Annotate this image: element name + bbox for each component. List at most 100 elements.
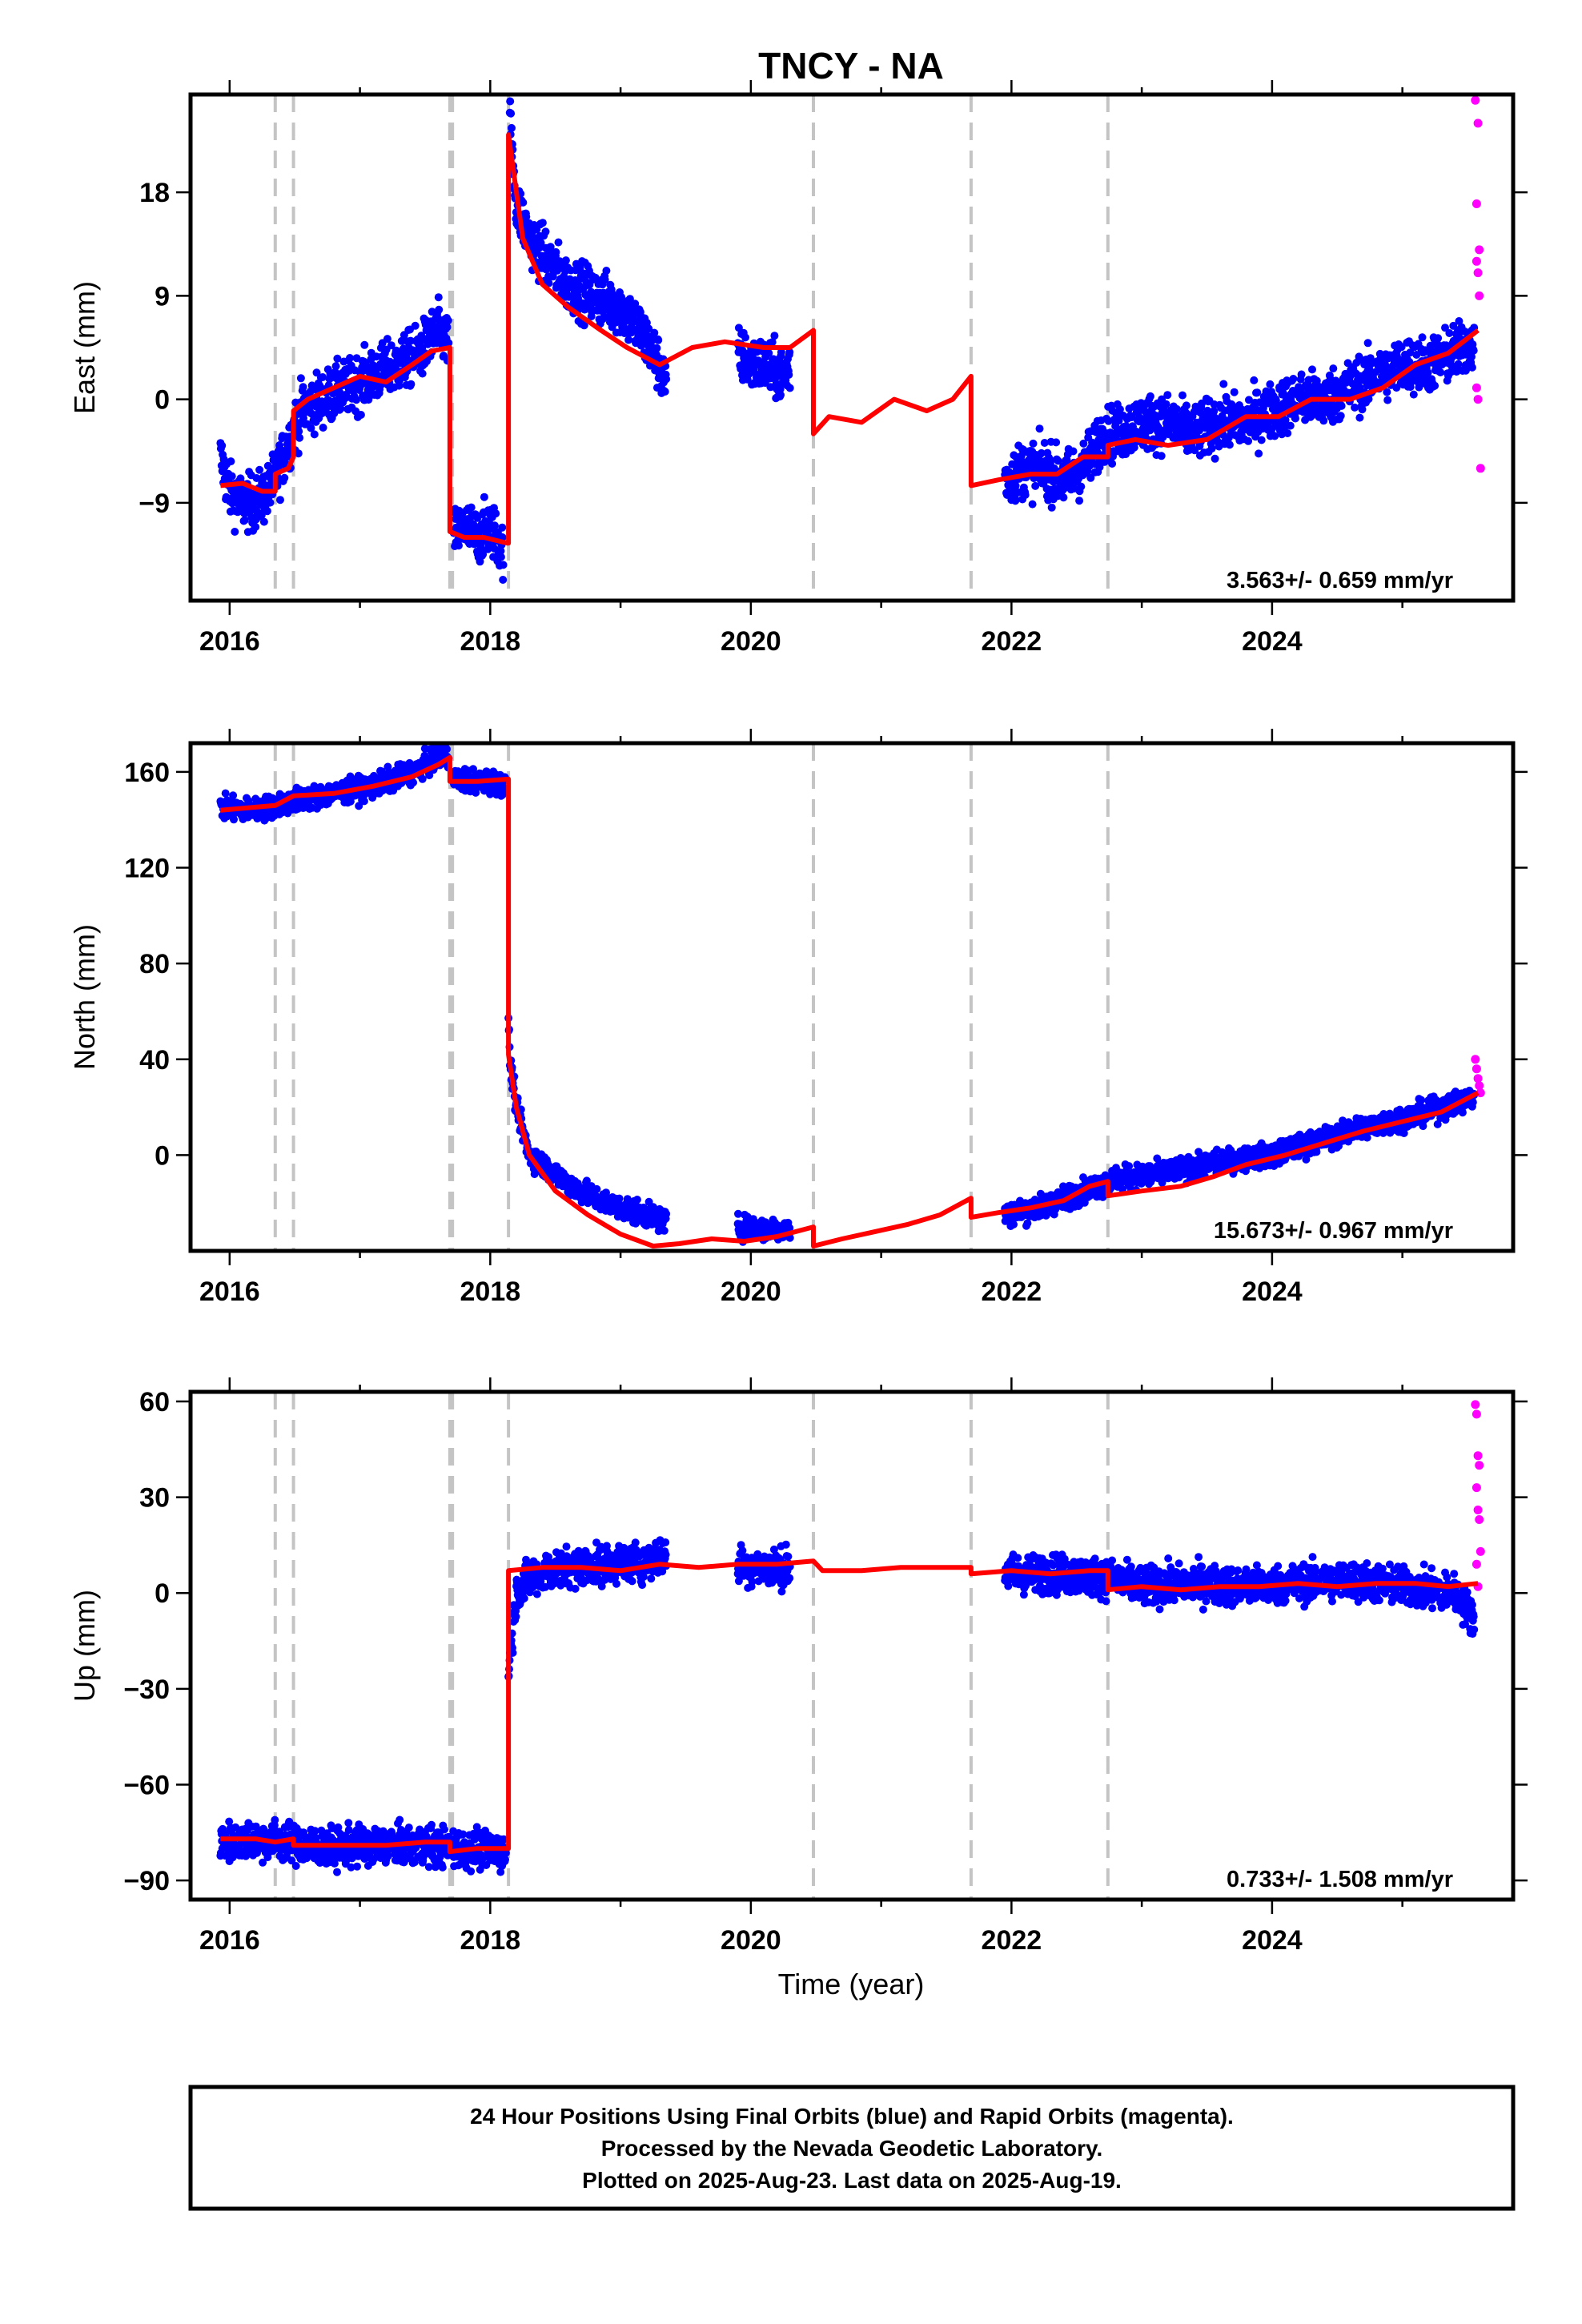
final-orbit-point bbox=[467, 503, 476, 512]
final-orbit-point bbox=[1182, 401, 1191, 410]
final-orbit-point bbox=[785, 371, 793, 379]
rapid-orbit-point bbox=[1473, 268, 1483, 278]
final-orbit-point bbox=[1011, 497, 1020, 505]
final-orbit-point bbox=[652, 344, 661, 352]
final-orbit-point bbox=[499, 576, 508, 584]
final-orbit-point bbox=[1207, 444, 1216, 453]
final-orbit-point bbox=[479, 550, 488, 559]
final-orbit-point bbox=[229, 791, 238, 800]
rapid-orbit-point bbox=[1475, 291, 1484, 300]
final-orbit-point bbox=[1312, 376, 1321, 385]
final-orbit-point bbox=[1040, 439, 1049, 447]
final-orbit-point bbox=[602, 267, 611, 275]
final-orbit-point bbox=[360, 340, 369, 349]
final-orbit-point bbox=[1069, 447, 1078, 456]
final-orbit-point bbox=[418, 774, 427, 783]
final-orbit-point bbox=[546, 243, 555, 251]
final-orbit-point bbox=[1010, 1220, 1018, 1228]
final-orbit-point bbox=[654, 336, 663, 344]
final-orbit-point bbox=[1146, 392, 1154, 400]
final-orbit-point bbox=[496, 553, 505, 561]
final-orbit-point bbox=[492, 509, 500, 518]
x-tick-label: 2016 bbox=[199, 626, 260, 657]
final-orbit-point bbox=[785, 384, 794, 392]
final-orbit-point bbox=[1011, 481, 1020, 490]
final-orbit-point bbox=[536, 239, 545, 247]
final-orbit-point bbox=[263, 507, 271, 516]
final-orbit-point bbox=[1426, 341, 1435, 350]
final-orbit-point bbox=[591, 273, 600, 282]
final-orbit-point bbox=[1210, 407, 1219, 416]
final-orbit-point bbox=[1336, 412, 1345, 420]
rapid-orbit-point bbox=[1475, 245, 1484, 255]
rapid-orbit-point bbox=[1473, 119, 1483, 128]
final-orbit-point bbox=[1028, 500, 1037, 509]
final-orbit-point bbox=[1266, 380, 1275, 388]
figure-title: TNCY - NA bbox=[758, 45, 944, 86]
final-orbit-point bbox=[1383, 388, 1391, 396]
final-orbit-point bbox=[1337, 401, 1346, 410]
final-orbit-point bbox=[1230, 388, 1239, 396]
final-orbit-point bbox=[296, 374, 305, 383]
final-orbit-point bbox=[1281, 416, 1290, 424]
final-orbit-point bbox=[1283, 429, 1292, 437]
final-orbit-point bbox=[660, 1226, 669, 1235]
east-rate-annotation: 3.563+/- 0.659 mm/yr bbox=[1227, 568, 1453, 593]
rapid-orbit-point bbox=[1471, 95, 1480, 105]
final-orbit-point bbox=[765, 348, 773, 357]
final-orbit-point bbox=[443, 745, 451, 754]
final-orbit-point bbox=[444, 339, 453, 348]
final-orbit-point bbox=[576, 263, 584, 272]
final-orbit-point bbox=[631, 300, 640, 308]
rapid-orbit-point bbox=[1472, 256, 1481, 266]
final-orbit-point bbox=[1031, 481, 1040, 490]
final-orbit-point bbox=[383, 335, 391, 344]
final-orbit-point bbox=[632, 1196, 641, 1204]
final-orbit-point bbox=[319, 373, 327, 381]
final-orbit-point bbox=[1259, 404, 1267, 412]
final-orbit-point bbox=[1059, 493, 1068, 502]
final-orbit-point bbox=[218, 441, 227, 450]
final-orbit-point bbox=[1434, 334, 1443, 343]
final-orbit-point bbox=[1358, 405, 1367, 414]
final-orbit-point bbox=[1297, 370, 1306, 379]
final-orbit-point bbox=[580, 321, 588, 330]
final-orbit-point bbox=[1047, 503, 1056, 512]
final-orbit-point bbox=[1319, 416, 1328, 425]
final-orbit-point bbox=[455, 541, 463, 550]
final-orbit-point bbox=[1412, 351, 1421, 359]
final-orbit-point bbox=[592, 1184, 601, 1193]
final-orbit-point bbox=[1075, 497, 1084, 505]
final-orbit-point bbox=[1162, 400, 1170, 408]
final-orbit-point bbox=[333, 354, 342, 363]
final-orbit-point bbox=[662, 375, 671, 384]
final-orbit-point bbox=[1225, 440, 1234, 449]
final-orbit-point bbox=[785, 348, 794, 356]
final-orbit-point bbox=[1308, 365, 1316, 374]
final-orbit-point bbox=[615, 1194, 624, 1203]
final-orbit-point bbox=[1125, 1162, 1134, 1171]
final-orbit-point bbox=[554, 238, 563, 247]
final-orbit-point bbox=[741, 333, 749, 342]
final-orbit-point bbox=[391, 364, 400, 372]
final-orbit-points bbox=[216, 97, 1479, 584]
final-orbit-point bbox=[295, 433, 304, 442]
final-orbit-point bbox=[522, 212, 531, 221]
final-orbit-point bbox=[1406, 348, 1415, 357]
rapid-orbit-point bbox=[1476, 464, 1485, 473]
final-orbit-point bbox=[230, 815, 238, 824]
x-tick-label: 2022 bbox=[982, 626, 1042, 657]
final-orbit-point bbox=[255, 465, 264, 474]
event-lines bbox=[273, 743, 1110, 1251]
final-orbit-point bbox=[1250, 376, 1259, 384]
final-orbit-point bbox=[499, 561, 508, 569]
final-orbit-point bbox=[662, 1209, 671, 1218]
final-orbit-point bbox=[346, 354, 354, 362]
y-tick-label: 18 bbox=[139, 178, 170, 208]
final-orbit-point bbox=[336, 404, 345, 413]
x-tick-label: 2020 bbox=[721, 626, 781, 657]
rapid-orbit-point bbox=[1472, 383, 1481, 392]
final-orbit-point bbox=[508, 123, 516, 132]
